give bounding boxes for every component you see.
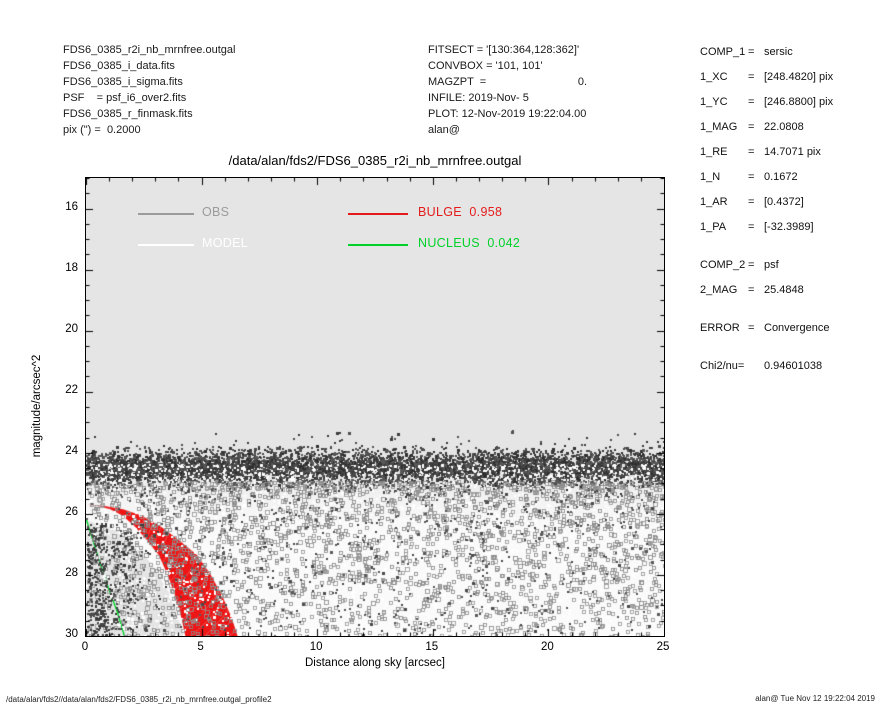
fit-info-line: CONVBOX = '101, 101' bbox=[428, 60, 543, 72]
file-info-line: FDS6_0385_r2i_nb_mrnfree.outgal bbox=[63, 44, 236, 56]
param-equals: = bbox=[748, 96, 755, 108]
param-equals: = bbox=[748, 121, 755, 133]
param-value: 14.7071 pix bbox=[764, 146, 821, 158]
param-label: COMP_2 bbox=[700, 259, 746, 271]
legend-line-bulge bbox=[348, 213, 408, 215]
fit-info-line: INFILE: 2019-Nov- 5 bbox=[428, 92, 529, 104]
param-value: [248.4820] pix bbox=[764, 71, 834, 83]
legend-label-nucleus: NUCLEUS 0.042 bbox=[418, 236, 521, 250]
param-value: 25.4848 bbox=[764, 284, 804, 296]
plot-title: /data/alan/fds2/FDS6_0385_r2i_nb_mrnfree… bbox=[228, 153, 522, 168]
legend-label-obs: OBS bbox=[202, 205, 230, 219]
legend-line-nucleus bbox=[348, 244, 408, 246]
param-value: [0.4372] bbox=[764, 196, 804, 208]
param-label: 2_MAG bbox=[700, 284, 738, 296]
y-tick-label: 30 bbox=[65, 628, 78, 640]
param-row-1-ar: 1_AR = [0.4372] bbox=[700, 196, 833, 221]
param-equals: = bbox=[748, 221, 755, 233]
param-label: Chi2/nu= bbox=[700, 360, 745, 372]
param-value: Convergence bbox=[764, 322, 830, 334]
file-info-line: FDS6_0385_i_sigma.fits bbox=[63, 76, 183, 88]
legend-line-model bbox=[138, 244, 194, 246]
param-row-comp-1: COMP_1 = sersic bbox=[700, 46, 833, 71]
param-equals: = bbox=[748, 46, 755, 58]
param-row-chi2-nu-: Chi2/nu= 0.94601038 bbox=[700, 360, 833, 385]
x-tick-label: 15 bbox=[425, 641, 439, 653]
param-row-comp-2: COMP_2 = psf bbox=[700, 259, 833, 284]
param-equals: = bbox=[748, 146, 755, 158]
param-row-1-yc: 1_YC = [246.8800] pix bbox=[700, 96, 833, 121]
y-tick-label: 24 bbox=[65, 444, 78, 457]
x-tick-label: 5 bbox=[197, 641, 204, 653]
param-row-1-re: 1_RE = 14.7071 pix bbox=[700, 146, 833, 171]
y-tick-label: 18 bbox=[65, 261, 78, 274]
param-value: [-32.3989] bbox=[764, 221, 814, 233]
fit-params-panel: COMP_1 = sersic 1_XC = [248.4820] pix 1_YC = [24… bbox=[700, 46, 833, 385]
x-tick-label: 0 bbox=[81, 641, 89, 653]
y-tick-label: 20 bbox=[65, 322, 78, 335]
param-equals: = bbox=[748, 259, 755, 271]
fit-info-line: alan@ bbox=[428, 124, 460, 136]
param-label: 1_RE bbox=[700, 146, 728, 158]
file-info-line: FDS6_0385_r_finmask.fits bbox=[63, 108, 193, 120]
param-row-1-mag: 1_MAG = 22.0808 bbox=[700, 121, 833, 146]
param-row-1-xc: 1_XC = [248.4820] pix bbox=[700, 71, 833, 96]
x-tick-label: 20 bbox=[540, 641, 554, 653]
param-row-2-mag: 2_MAG = 25.4848 bbox=[700, 284, 833, 309]
legend-line-obs bbox=[138, 213, 194, 215]
y-tick-label: 22 bbox=[65, 383, 78, 396]
footer-path: /data/alan/fds2//data/alan/fds2/FDS6_038… bbox=[6, 695, 272, 704]
param-equals: = bbox=[748, 284, 755, 296]
y-tick-label: 16 bbox=[65, 200, 78, 213]
file-info-line: FDS6_0385_i_data.fits bbox=[63, 60, 175, 72]
param-row-1-pa: 1_PA = [-32.3989] bbox=[700, 221, 833, 246]
fit-info-line: MAGZPT = 0. bbox=[428, 76, 588, 88]
file-info-line: PSF = psf_i6_over2.fits bbox=[63, 92, 187, 104]
param-label: 1_N bbox=[700, 171, 721, 183]
param-label: 1_XC bbox=[700, 71, 728, 83]
x-tick-label: 10 bbox=[309, 641, 323, 653]
file-info-block: FDS6_0385_r2i_nb_mrnfree.outgal FDS6_0385… bbox=[63, 42, 235, 138]
param-label: 1_YC bbox=[700, 96, 728, 108]
y-tick-label: 26 bbox=[65, 505, 78, 518]
fit-info-line: PLOT: 12-Nov-2019 19:22:04.00 bbox=[428, 108, 587, 120]
param-label: ERROR bbox=[700, 322, 740, 334]
param-value: sersic bbox=[764, 46, 793, 58]
fit-info-line: FITSECT = '[130:364,128:362]' bbox=[428, 44, 580, 56]
footer-user-timestamp: alan@ Tue Nov 12 19:22:04 2019 bbox=[755, 694, 875, 703]
y-axis-label: magnitude/arcsec^2 bbox=[31, 354, 43, 458]
param-row-error: ERROR = Convergence bbox=[700, 322, 833, 347]
param-value: 0.94601038 bbox=[764, 360, 823, 372]
param-label: 1_MAG bbox=[700, 121, 738, 133]
param-value: psf bbox=[764, 259, 779, 271]
x-axis-label: Distance along sky [arcsec] bbox=[305, 657, 445, 669]
param-label: 1_PA bbox=[700, 221, 727, 233]
param-equals: = bbox=[748, 71, 755, 83]
y-tick-label: 28 bbox=[65, 566, 78, 579]
param-equals: = bbox=[748, 322, 755, 334]
param-value: [246.8800] pix bbox=[764, 96, 834, 108]
plot-area: OBS MODEL BULGE 0.958 NUCLEUS 0.042 bbox=[85, 177, 665, 637]
param-label: 1_AR bbox=[700, 196, 728, 208]
fit-info-block: FITSECT = '[130:364,128:362]' CONVBOX = '… bbox=[428, 42, 587, 138]
param-row-1-n: 1_N = 0.1672 bbox=[700, 171, 833, 196]
param-equals: = bbox=[748, 171, 755, 183]
legend-label-bulge: BULGE 0.958 bbox=[418, 205, 503, 219]
param-value: 22.0808 bbox=[764, 121, 804, 133]
param-equals: = bbox=[748, 196, 755, 208]
file-info-line: pix (") = 0.2000 bbox=[63, 124, 141, 136]
x-tick-label: 25 bbox=[656, 641, 670, 653]
param-label: COMP_1 bbox=[700, 46, 746, 58]
legend-label-model: MODEL bbox=[202, 236, 248, 250]
param-value: 0.1672 bbox=[764, 171, 798, 183]
profile-plot-canvas bbox=[86, 178, 664, 636]
